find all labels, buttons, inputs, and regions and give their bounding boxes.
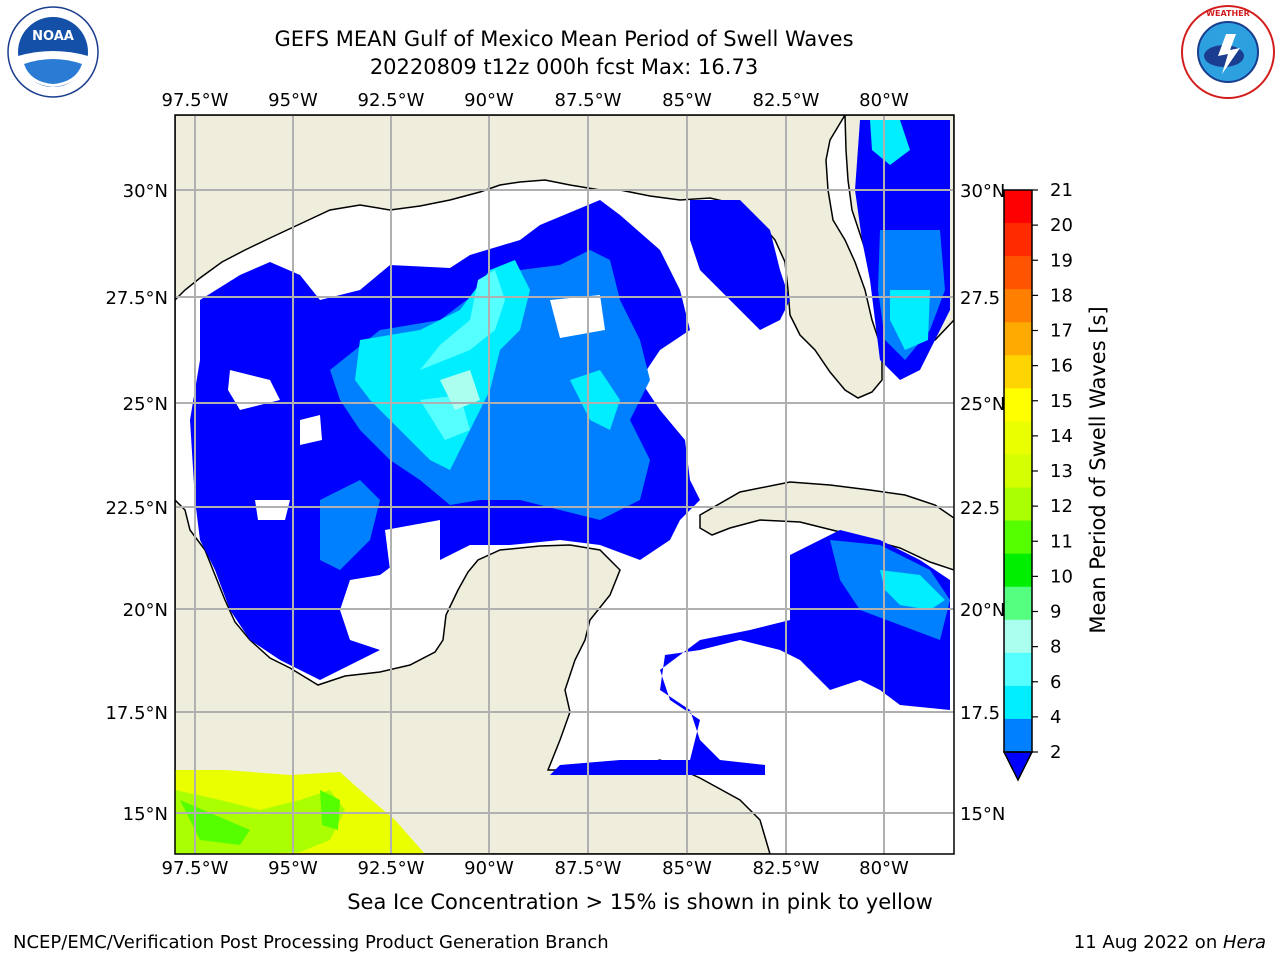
lat-label: 17.5	[960, 703, 1000, 724]
colorbar-tick-label: 14	[1050, 426, 1073, 447]
swell-period-map: 97.5°W 95°W 92.5°W 90°W 87.5°W 85°W 82.5…	[0, 0, 1280, 960]
colorbar-swatch	[1004, 388, 1032, 422]
colorbar-swatch	[1004, 587, 1032, 621]
lat-labels-right: 30°N 27.5 25°N 22.5 20°N 17.5 15°N	[960, 181, 1005, 825]
lon-label: 87.5°W	[555, 858, 622, 879]
sea-ice-note: Sea Ice Concentration > 15% is shown in …	[347, 890, 933, 914]
colorbar-swatch	[1004, 289, 1032, 323]
lon-label: 97.5°W	[162, 90, 229, 111]
colorbar: 21 20 19 18 17 16 15 14 13 12 11 10 9 8 6 4 2	[1004, 180, 1073, 780]
footer-date-text: 11 Aug 2022 on	[1074, 932, 1223, 953]
colorbar-tick-label: 21	[1050, 180, 1073, 201]
footer-date: 11 Aug 2022 on Hera	[1074, 932, 1266, 953]
lat-label: 30°N	[960, 181, 1005, 202]
lon-label: 90°W	[464, 90, 514, 111]
lat-label: 25°N	[123, 394, 168, 415]
colorbar-tick-label: 16	[1050, 356, 1073, 377]
colorbar-tick-label: 6	[1050, 672, 1061, 693]
lon-label: 90°W	[464, 858, 514, 879]
lat-label: 20°N	[960, 600, 1005, 621]
lat-labels-left: 30°N 27.5°N 25°N 22.5°N 20°N 17.5°N 15°N	[105, 181, 168, 825]
lon-label: 82.5°W	[753, 90, 820, 111]
lon-labels-bottom: 97.5°W 95°W 92.5°W 90°W 87.5°W 85°W 82.5…	[162, 858, 909, 879]
colorbar-swatch	[1004, 454, 1032, 488]
colorbar-tick-label: 19	[1050, 250, 1073, 271]
lat-label: 20°N	[123, 600, 168, 621]
colorbar-label: Mean Period of Swell Waves [s]	[1086, 306, 1110, 633]
colorbar-tick-label: 15	[1050, 391, 1073, 412]
colorbar-swatch	[1004, 488, 1032, 522]
lon-label: 95°W	[268, 90, 318, 111]
colorbar-swatch	[1004, 620, 1032, 654]
lat-label: 17.5°N	[105, 703, 168, 724]
lon-labels-top: 97.5°W 95°W 92.5°W 90°W 87.5°W 85°W 82.5…	[162, 90, 909, 111]
lat-label: 15°N	[123, 804, 168, 825]
colorbar-tick-label: 12	[1050, 496, 1073, 517]
lon-label: 87.5°W	[555, 90, 622, 111]
lon-label: 92.5°W	[358, 90, 425, 111]
colorbar-swatch	[1004, 322, 1032, 356]
lat-label: 27.5	[960, 288, 1000, 309]
lon-label: 82.5°W	[753, 858, 820, 879]
colorbar-tick-label: 18	[1050, 285, 1073, 306]
lat-label: 25°N	[960, 394, 1005, 415]
colorbar-tick-label: 11	[1050, 531, 1073, 552]
colorbar-extend-arrow	[1004, 752, 1032, 780]
footer-host: Hera	[1223, 932, 1266, 953]
lon-label: 95°W	[268, 858, 318, 879]
lat-label: 22.5	[960, 498, 1000, 519]
colorbar-swatch	[1004, 421, 1032, 455]
colorbar-tick-label: 10	[1050, 566, 1073, 587]
footer-credit: NCEP/EMC/Verification Post Processing Pr…	[13, 932, 609, 953]
lat-label: 30°N	[123, 181, 168, 202]
lat-label: 15°N	[960, 804, 1005, 825]
colorbar-tick-label: 13	[1050, 461, 1073, 482]
lon-label: 80°W	[859, 858, 909, 879]
colorbar-tick-label: 2	[1050, 742, 1061, 763]
colorbar-tick-label: 8	[1050, 637, 1061, 658]
colorbar-tick-label: 9	[1050, 602, 1061, 623]
lat-label: 22.5°N	[105, 498, 168, 519]
colorbar-swatch	[1004, 653, 1032, 687]
colorbar-tick-label: 4	[1050, 707, 1061, 728]
lon-label: 80°W	[859, 90, 909, 111]
colorbar-swatch	[1004, 190, 1032, 224]
colorbar-swatch	[1004, 256, 1032, 290]
lon-label: 92.5°W	[358, 858, 425, 879]
colorbar-swatch	[1004, 355, 1032, 389]
colorbar-swatch	[1004, 719, 1032, 753]
colorbar-tick-label: 17	[1050, 321, 1073, 342]
lat-label: 27.5°N	[105, 288, 168, 309]
colorbar-swatch	[1004, 686, 1032, 720]
colorbar-tick-label: 20	[1050, 215, 1073, 236]
lon-label: 85°W	[662, 858, 712, 879]
colorbar-swatch	[1004, 223, 1032, 257]
colorbar-swatch	[1004, 554, 1032, 588]
lon-label: 85°W	[662, 90, 712, 111]
lon-label: 97.5°W	[162, 858, 229, 879]
colorbar-swatch	[1004, 521, 1032, 555]
